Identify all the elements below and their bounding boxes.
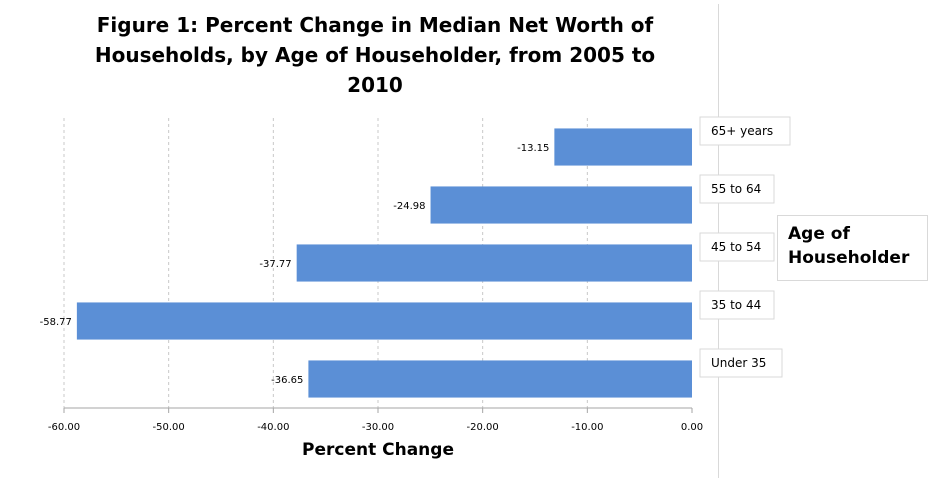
bar [76, 302, 692, 340]
category-label: 65+ years [711, 124, 773, 138]
x-axis-label: Percent Change [302, 440, 454, 460]
x-tick-label: -50.00 [153, 422, 185, 433]
bar [308, 360, 692, 398]
category-label: 55 to 64 [711, 182, 761, 196]
bar [554, 128, 692, 166]
data-label: -13.15 [517, 143, 549, 154]
category-label-box [699, 290, 775, 320]
category-label: 35 to 44 [711, 298, 761, 312]
category-label-box [699, 116, 791, 146]
x-tick-label: -60.00 [48, 422, 80, 433]
chart-title: Figure 1: Percent Change in Median Net W… [94, 13, 656, 97]
category-label-box [699, 232, 775, 262]
x-tick-label: 0.00 [681, 422, 703, 433]
bar [430, 186, 692, 224]
data-label: -58.77 [40, 317, 72, 328]
x-tick-label: -40.00 [257, 422, 289, 433]
x-tick-label: -30.00 [362, 422, 394, 433]
y-axis-label: Age of Householder [777, 215, 928, 281]
data-label: -24.98 [393, 201, 425, 212]
bar [296, 244, 692, 282]
category-label-box [699, 174, 775, 204]
x-tick-label: -10.00 [571, 422, 603, 433]
category-label: Under 35 [711, 356, 766, 370]
category-label: 45 to 54 [711, 240, 761, 254]
data-label: -36.65 [271, 375, 303, 386]
category-label-box [699, 348, 783, 378]
x-tick-label: -20.00 [467, 422, 499, 433]
data-label: -37.77 [259, 259, 291, 270]
